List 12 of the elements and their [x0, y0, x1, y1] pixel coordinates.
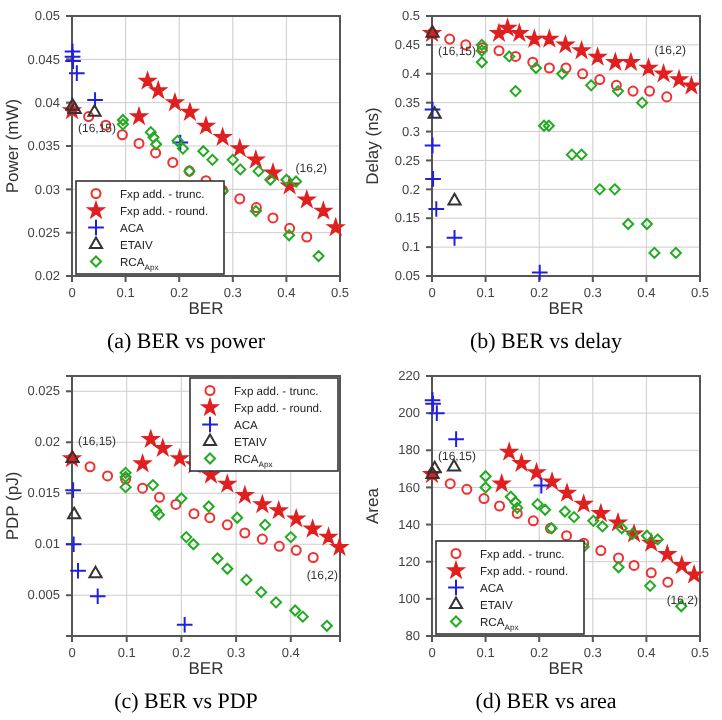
text: (c) BER vs PDP	[114, 690, 258, 714]
x-axis-title: BER	[188, 658, 224, 678]
y-axis-title: PDP (pJ)	[2, 471, 22, 541]
text: (b) BER vs delay	[469, 330, 624, 354]
y-axis-title: Power (mW)	[2, 98, 22, 194]
text: (d) BER vs area	[475, 690, 617, 714]
text: (a) BER vs power	[106, 330, 266, 354]
x-axis-title: BER	[548, 658, 584, 678]
y-axis-title: Delay (ns)	[362, 106, 382, 185]
x-axis-title: BER	[188, 298, 224, 318]
y-axis-title: Area	[362, 487, 382, 524]
x-axis-title: BER	[548, 298, 584, 318]
